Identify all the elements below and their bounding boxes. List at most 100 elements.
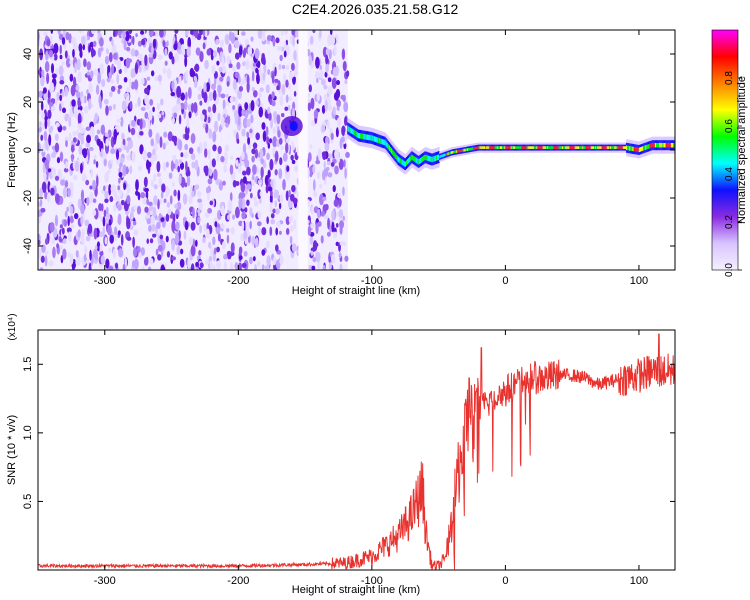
- noise-speck: [62, 125, 67, 131]
- noise-speck: [288, 189, 291, 198]
- noise-speck: [88, 98, 92, 110]
- noise-speck: [159, 234, 164, 240]
- ridge-core: [440, 155, 442, 158]
- noise-speck: [184, 125, 190, 136]
- noise-speck: [256, 260, 261, 267]
- ridge-core: [473, 147, 475, 150]
- noise-speck: [234, 52, 240, 60]
- ridge-core: [399, 158, 402, 164]
- noise-speck: [133, 79, 139, 90]
- noise-speck: [163, 198, 167, 204]
- noise-speck: [251, 155, 255, 163]
- noise-speck: [247, 46, 253, 56]
- noise-speck: [184, 182, 188, 188]
- noise-speck: [216, 60, 220, 66]
- noise-speck: [90, 49, 96, 57]
- noise-speck: [285, 228, 290, 235]
- noise-speck: [145, 96, 150, 104]
- noise-speck: [261, 249, 266, 256]
- ridge-core: [383, 139, 386, 146]
- noise-speck: [66, 227, 72, 233]
- noise-speck: [157, 244, 163, 252]
- noise-speck: [277, 130, 281, 138]
- noise-speck: [267, 178, 271, 183]
- noise-speck: [307, 225, 312, 236]
- ridge-core: [537, 146, 539, 149]
- noise-speck: [121, 132, 125, 141]
- ridge-core: [637, 147, 640, 153]
- ridge-core: [350, 127, 353, 134]
- snr-x-tick-label: -200: [227, 575, 249, 587]
- noise-speck: [234, 30, 238, 38]
- noise-speck: [124, 30, 130, 42]
- ridge-core: [380, 138, 382, 144]
- noise-speck: [95, 160, 99, 168]
- noise-speck: [53, 53, 58, 61]
- noise-speck: [133, 247, 138, 258]
- noise-speck: [313, 109, 319, 119]
- noise-speck: [202, 123, 206, 129]
- ridge-core: [530, 146, 533, 149]
- noise-speck: [325, 54, 329, 65]
- noise-speck: [258, 90, 262, 99]
- noise-speck: [93, 117, 97, 126]
- noise-speck: [38, 247, 42, 259]
- noise-speck: [261, 33, 266, 42]
- noise-speck: [67, 231, 72, 242]
- noise-speck: [230, 226, 235, 235]
- noise-speck: [290, 154, 294, 161]
- noise-speck: [310, 223, 315, 229]
- ridge-core: [428, 155, 431, 162]
- noise-speck: [242, 170, 247, 176]
- noise-speck: [38, 90, 43, 98]
- noise-speck: [88, 262, 92, 270]
- noise-speck: [332, 184, 336, 193]
- noise-speck: [338, 208, 344, 219]
- noise-speck: [137, 53, 143, 60]
- noise-speck: [241, 220, 245, 231]
- noise-speck: [126, 183, 131, 195]
- noise-speck: [317, 221, 322, 227]
- noise-speck: [171, 220, 176, 233]
- noise-speck: [142, 196, 148, 205]
- noise-speck: [96, 175, 99, 188]
- noise-speck: [157, 74, 162, 82]
- ridge-core: [438, 154, 440, 160]
- ridge-core: [467, 148, 470, 151]
- noise-speck: [125, 57, 131, 69]
- noise-speck: [327, 77, 332, 83]
- noise-speck: [76, 58, 81, 71]
- spectrogram-x-tick-label: -200: [227, 275, 249, 287]
- noise-speck: [212, 50, 218, 58]
- ridge-core: [535, 146, 537, 149]
- colorbar-label: Normalized spectral amplitude: [736, 76, 748, 224]
- noise-speck: [203, 223, 207, 232]
- noise-speck: [89, 249, 92, 261]
- noise-speck: [224, 119, 229, 124]
- noise-speck: [249, 220, 252, 230]
- noise-speck: [335, 65, 339, 77]
- ridge-core: [602, 146, 605, 149]
- ridge-core: [358, 133, 361, 139]
- noise-speck: [66, 206, 69, 212]
- noise-speck: [178, 139, 183, 151]
- noise-speck: [338, 198, 342, 207]
- noise-speck: [242, 117, 248, 129]
- noise-speck: [225, 122, 229, 128]
- noise-speck: [157, 54, 163, 60]
- noise-speck: [176, 201, 182, 211]
- spectrogram-y-tick-label: -40: [22, 238, 34, 254]
- noise-speck: [83, 95, 87, 104]
- noise-speck: [173, 43, 178, 51]
- noise-speck: [92, 198, 97, 204]
- noise-speck: [235, 206, 240, 219]
- noise-speck: [70, 186, 74, 199]
- noise-speck: [148, 30, 154, 38]
- noise-speck: [100, 148, 104, 159]
- ridge-core: [458, 149, 460, 153]
- noise-speck: [270, 179, 274, 189]
- noise-speck: [160, 264, 166, 270]
- noise-speck: [252, 62, 256, 67]
- ridge-core: [494, 146, 497, 149]
- noise-speck: [133, 115, 137, 122]
